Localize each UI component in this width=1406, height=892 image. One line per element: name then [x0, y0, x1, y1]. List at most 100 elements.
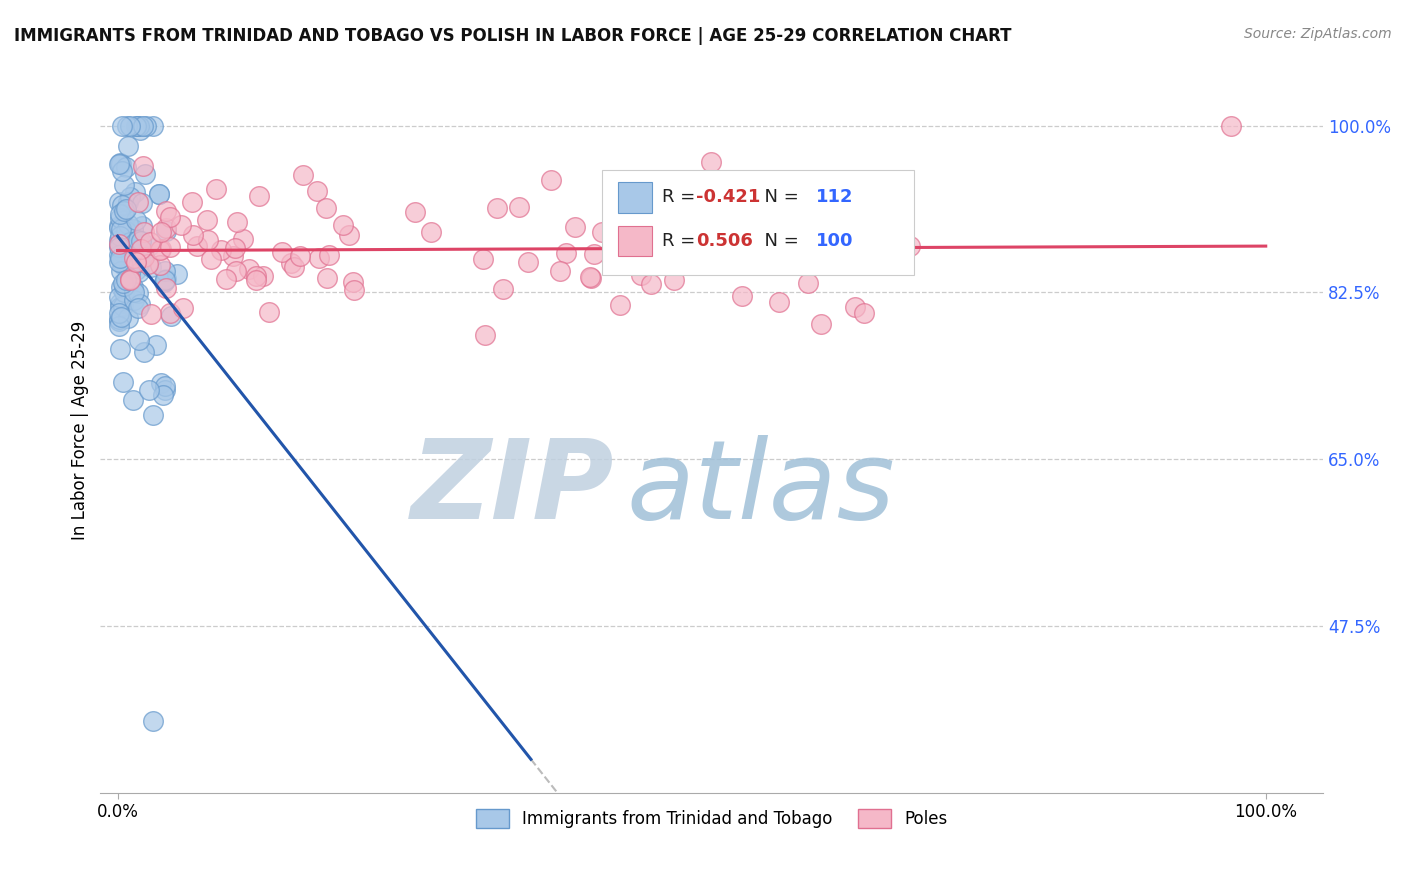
Point	[107, 219, 129, 233]
Point	[132, 119, 155, 133]
Point	[612, 212, 634, 227]
Point	[125, 119, 148, 133]
Text: 100: 100	[815, 232, 853, 250]
Point	[110, 310, 132, 324]
Point	[139, 260, 162, 274]
Point	[280, 256, 302, 270]
Point	[209, 243, 232, 257]
Point	[238, 261, 260, 276]
Point	[149, 225, 172, 239]
Point	[153, 378, 176, 392]
Point	[108, 207, 131, 221]
Point	[127, 194, 149, 209]
Point	[110, 240, 132, 254]
Point	[117, 194, 139, 209]
Point	[159, 240, 181, 254]
Point	[121, 280, 143, 294]
Point	[142, 119, 165, 133]
Point	[115, 273, 138, 287]
Point	[127, 301, 149, 315]
Point	[127, 285, 149, 300]
Point	[492, 282, 515, 296]
Point	[108, 211, 131, 225]
Point	[111, 256, 134, 270]
Point	[118, 272, 141, 286]
Point	[579, 270, 602, 285]
Point	[516, 255, 538, 269]
Point	[148, 187, 170, 202]
Point	[111, 249, 134, 263]
Point	[640, 277, 662, 292]
Point	[215, 271, 238, 285]
Point	[288, 249, 311, 263]
Text: 112: 112	[815, 188, 853, 206]
Point	[125, 255, 148, 269]
Point	[245, 273, 267, 287]
Point	[114, 233, 136, 247]
Point	[155, 271, 177, 285]
Point	[112, 278, 135, 293]
Point	[343, 283, 366, 297]
Point	[153, 273, 176, 287]
Point	[107, 233, 129, 247]
Point	[224, 241, 246, 255]
Point	[472, 252, 495, 266]
Point	[159, 306, 181, 320]
Point	[128, 334, 150, 348]
Point	[141, 308, 163, 322]
Point	[155, 220, 177, 235]
Point	[110, 228, 132, 243]
Point	[110, 222, 132, 236]
Point	[108, 237, 131, 252]
Point	[108, 236, 131, 251]
Point	[122, 393, 145, 408]
Point	[108, 254, 131, 268]
Point	[172, 301, 194, 315]
Point	[195, 213, 218, 227]
Point	[107, 319, 129, 334]
Point	[117, 139, 139, 153]
Point	[810, 317, 832, 331]
Point	[107, 195, 129, 210]
Point	[759, 194, 782, 208]
Text: Source: ZipAtlas.com: Source: ZipAtlas.com	[1244, 27, 1392, 41]
Point	[166, 268, 188, 282]
Point	[115, 161, 138, 175]
Point	[315, 271, 337, 285]
Point	[790, 189, 813, 203]
Point	[152, 387, 174, 401]
Point	[160, 309, 183, 323]
Y-axis label: In Labor Force | Age 25-29: In Labor Force | Age 25-29	[72, 321, 89, 541]
Point	[700, 240, 723, 254]
Point	[132, 159, 155, 173]
Point	[247, 189, 270, 203]
Point	[232, 232, 254, 246]
Point	[129, 234, 152, 248]
Point	[153, 383, 176, 397]
Point	[197, 233, 219, 247]
Point	[112, 178, 135, 192]
Point	[186, 239, 208, 253]
Point	[120, 235, 142, 249]
Point	[139, 235, 162, 249]
Point	[120, 233, 142, 247]
Point	[136, 257, 159, 271]
Point	[200, 252, 222, 266]
Point	[134, 344, 156, 359]
Text: atlas: atlas	[626, 435, 894, 542]
Point	[155, 281, 177, 295]
Point	[662, 273, 685, 287]
Point	[117, 217, 139, 231]
Point	[292, 169, 315, 183]
Point	[404, 204, 426, 219]
Point	[142, 714, 165, 729]
Point	[225, 264, 247, 278]
Point	[112, 203, 135, 218]
Point	[122, 222, 145, 236]
Point	[155, 224, 177, 238]
Point	[222, 250, 245, 264]
Point	[124, 293, 146, 308]
Point	[583, 247, 606, 261]
Text: IMMIGRANTS FROM TRINIDAD AND TOBAGO VS POLISH IN LABOR FORCE | AGE 25-29 CORRELA: IMMIGRANTS FROM TRINIDAD AND TOBAGO VS P…	[14, 27, 1011, 45]
Point	[125, 119, 148, 133]
